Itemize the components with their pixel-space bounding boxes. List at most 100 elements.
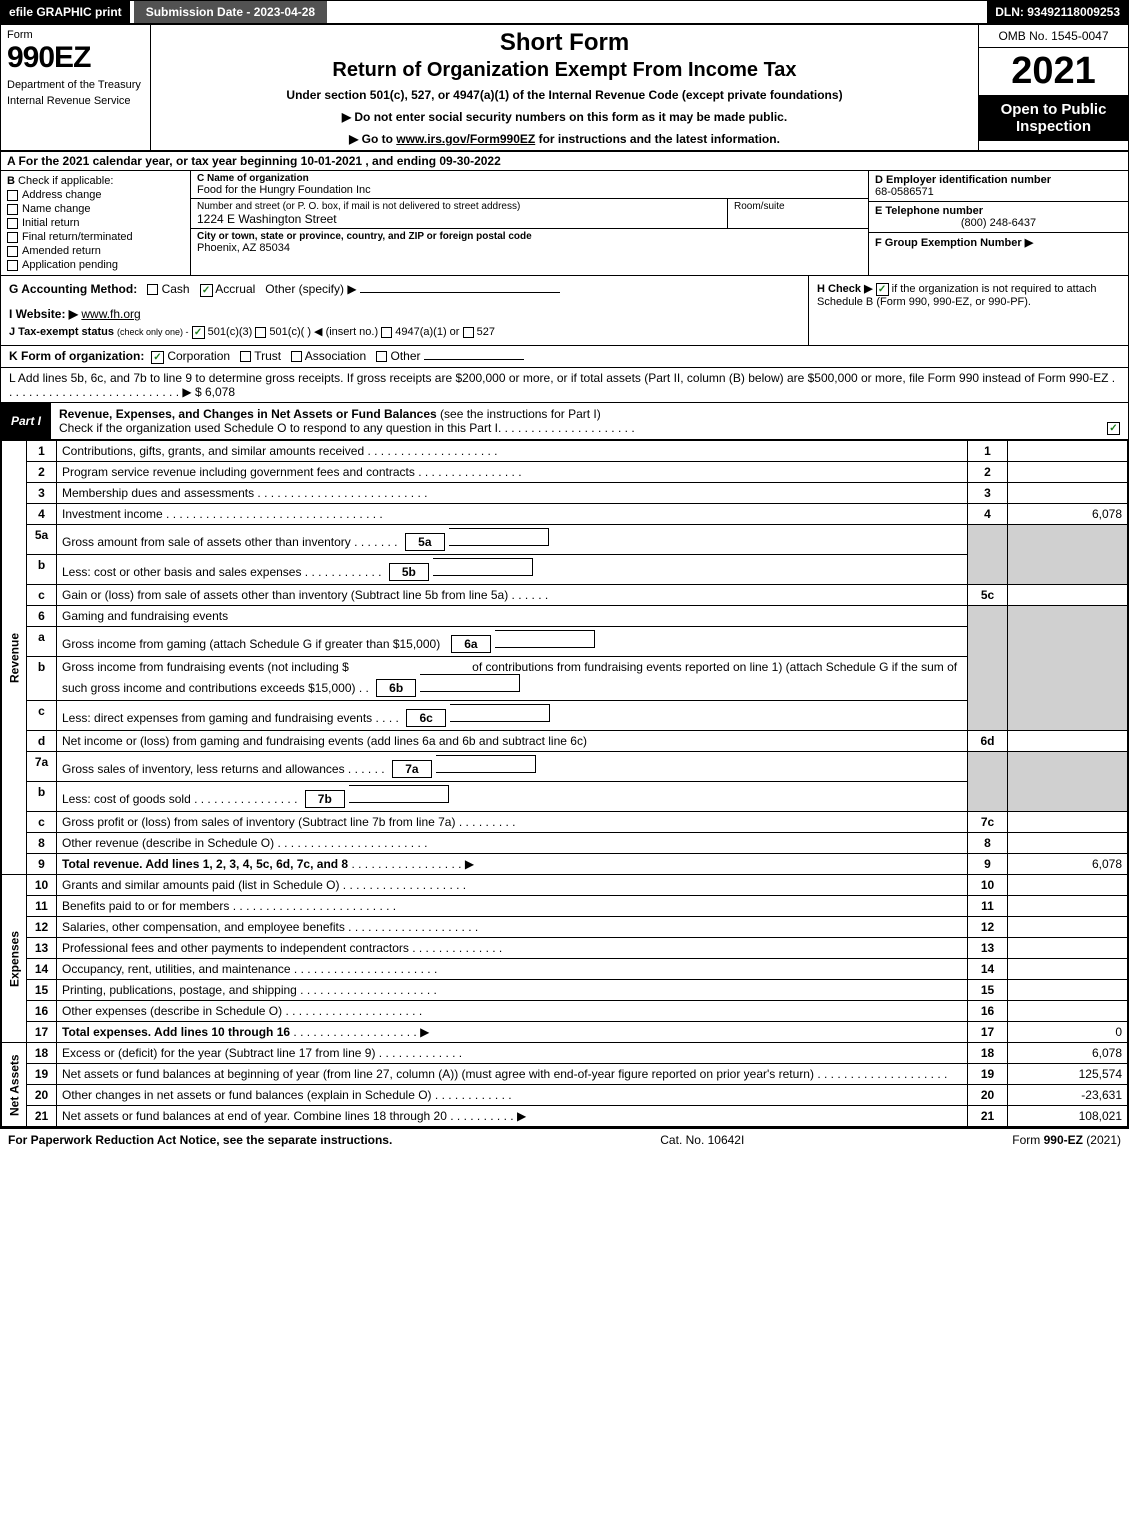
opt-name: Name change — [22, 203, 91, 215]
col-d-employer: D Employer identification number 68-0586… — [868, 171, 1128, 275]
l17-val: 0 — [1008, 1022, 1128, 1043]
l5ab-shade-val — [1008, 525, 1128, 585]
check-schedule-o[interactable]: ✓ — [1107, 422, 1120, 435]
l6c-text: Less: direct expenses from gaming and fu… — [57, 701, 968, 731]
l7a-box: 7a — [392, 760, 432, 778]
l7b-num: b — [27, 782, 57, 812]
l7c-val — [1008, 812, 1128, 833]
l6b-num: b — [27, 657, 57, 701]
l6c-num: c — [27, 701, 57, 731]
l11-text: Benefits paid to or for members . . . . … — [57, 896, 968, 917]
check-application-pending[interactable] — [7, 260, 18, 271]
l16-text: Other expenses (describe in Schedule O) … — [57, 1001, 968, 1022]
l7ab-shade-val — [1008, 752, 1128, 812]
expenses-label: Expenses — [2, 875, 27, 1043]
check-address-change[interactable] — [7, 190, 18, 201]
k-other-input[interactable] — [424, 359, 524, 360]
l7b-box: 7b — [305, 790, 345, 808]
l7c-rn: 7c — [968, 812, 1008, 833]
l5a-box: 5a — [405, 533, 445, 551]
block-bcd: B Check if applicable: Address change Na… — [1, 171, 1128, 276]
l18-num: 18 — [27, 1043, 57, 1064]
check-final-return[interactable] — [7, 232, 18, 243]
k-corp: Corporation — [167, 349, 230, 363]
l6-text: Gaming and fundraising events — [57, 606, 968, 627]
check-corporation[interactable]: ✓ — [151, 351, 164, 364]
l10-rn: 10 — [968, 875, 1008, 896]
footer-formref: Form 990-EZ (2021) — [1012, 1133, 1121, 1147]
subtitle-section: Under section 501(c), 527, or 4947(a)(1)… — [159, 88, 970, 102]
l9-val: 6,078 — [1008, 854, 1128, 875]
j-insert: ◀ (insert no.) — [314, 326, 378, 338]
check-cash[interactable] — [147, 284, 158, 295]
opt-initial: Initial return — [22, 217, 79, 229]
check-accrual[interactable]: ✓ — [200, 284, 213, 297]
k-label: K Form of organization: — [9, 349, 144, 363]
l16-num: 16 — [27, 1001, 57, 1022]
l6d-text: Net income or (loss) from gaming and fun… — [57, 731, 968, 752]
goto-pre: ▶ Go to — [349, 132, 396, 146]
subtitle-ssn-warning: ▶ Do not enter social security numbers o… — [159, 110, 970, 124]
phone-label: E Telephone number — [875, 205, 1122, 217]
l15-val — [1008, 980, 1128, 1001]
line-l: L Add lines 5b, 6c, and 7b to line 9 to … — [1, 368, 1128, 403]
l6c-box: 6c — [406, 709, 446, 727]
check-name-change[interactable] — [7, 204, 18, 215]
l7b-text: Less: cost of goods sold . . . . . . . .… — [57, 782, 968, 812]
b-letter: B — [7, 175, 15, 187]
l10-text: Grants and similar amounts paid (list in… — [57, 875, 968, 896]
org-name-value: Food for the Hungry Foundation Inc — [197, 184, 862, 196]
footer-paperwork: For Paperwork Reduction Act Notice, see … — [8, 1133, 392, 1147]
footer-form-pre: Form — [1012, 1133, 1043, 1147]
row-g-h: G Accounting Method: Cash ✓ Accrual Othe… — [1, 276, 1128, 346]
l5c-num: c — [27, 585, 57, 606]
l10-num: 10 — [27, 875, 57, 896]
check-amended-return[interactable] — [7, 246, 18, 257]
page-footer: For Paperwork Reduction Act Notice, see … — [0, 1128, 1129, 1151]
irs-link[interactable]: www.irs.gov/Form990EZ — [396, 132, 535, 146]
form-number: 990EZ — [7, 41, 144, 75]
check-association[interactable] — [291, 351, 302, 362]
line-a-tax-year: A For the 2021 calendar year, or tax yea… — [1, 152, 1128, 171]
check-trust[interactable] — [240, 351, 251, 362]
h-check: H Check ▶ ✓ if the organization is not r… — [808, 276, 1128, 345]
l3-num: 3 — [27, 483, 57, 504]
header-center: Short Form Return of Organization Exempt… — [151, 25, 978, 150]
l21-val: 108,021 — [1008, 1106, 1128, 1127]
submission-date: Submission Date - 2023-04-28 — [130, 1, 331, 23]
room-cell: Room/suite — [728, 199, 868, 228]
check-initial-return[interactable] — [7, 218, 18, 229]
street-cell: Number and street (or P. O. box, if mail… — [191, 199, 728, 228]
check-501c3[interactable]: ✓ — [192, 326, 205, 339]
j-527: 527 — [477, 326, 495, 338]
l3-val — [1008, 483, 1128, 504]
col-c-org-info: C Name of organization Food for the Hung… — [191, 171, 868, 275]
l12-rn: 12 — [968, 917, 1008, 938]
g-other-input[interactable] — [360, 292, 560, 293]
l17-rn: 17 — [968, 1022, 1008, 1043]
city-cell: City or town, state or province, country… — [191, 229, 868, 256]
l8-rn: 8 — [968, 833, 1008, 854]
l9-num: 9 — [27, 854, 57, 875]
check-schedule-b[interactable]: ✓ — [876, 283, 889, 296]
part-1-title: Revenue, Expenses, and Changes in Net As… — [51, 403, 1128, 439]
l14-text: Occupancy, rent, utilities, and maintena… — [57, 959, 968, 980]
l1-text: Contributions, gifts, grants, and simila… — [57, 441, 968, 462]
check-4947[interactable] — [381, 327, 392, 338]
efile-print-button[interactable]: efile GRAPHIC print — [1, 1, 130, 23]
l20-num: 20 — [27, 1085, 57, 1106]
check-501c[interactable] — [255, 327, 266, 338]
phone-value: (800) 248-6437 — [875, 217, 1122, 229]
check-527[interactable] — [463, 327, 474, 338]
check-other-org[interactable] — [376, 351, 387, 362]
l7c-num: c — [27, 812, 57, 833]
l12-text: Salaries, other compensation, and employ… — [57, 917, 968, 938]
l1-rn: 1 — [968, 441, 1008, 462]
l5a-num: 5a — [27, 525, 57, 555]
l1-val — [1008, 441, 1128, 462]
website-value[interactable]: www.fh.org — [81, 307, 140, 321]
l19-rn: 19 — [968, 1064, 1008, 1085]
l6-num: 6 — [27, 606, 57, 627]
l5c-text: Gain or (loss) from sale of assets other… — [57, 585, 968, 606]
dept-irs: Internal Revenue Service — [7, 95, 144, 107]
